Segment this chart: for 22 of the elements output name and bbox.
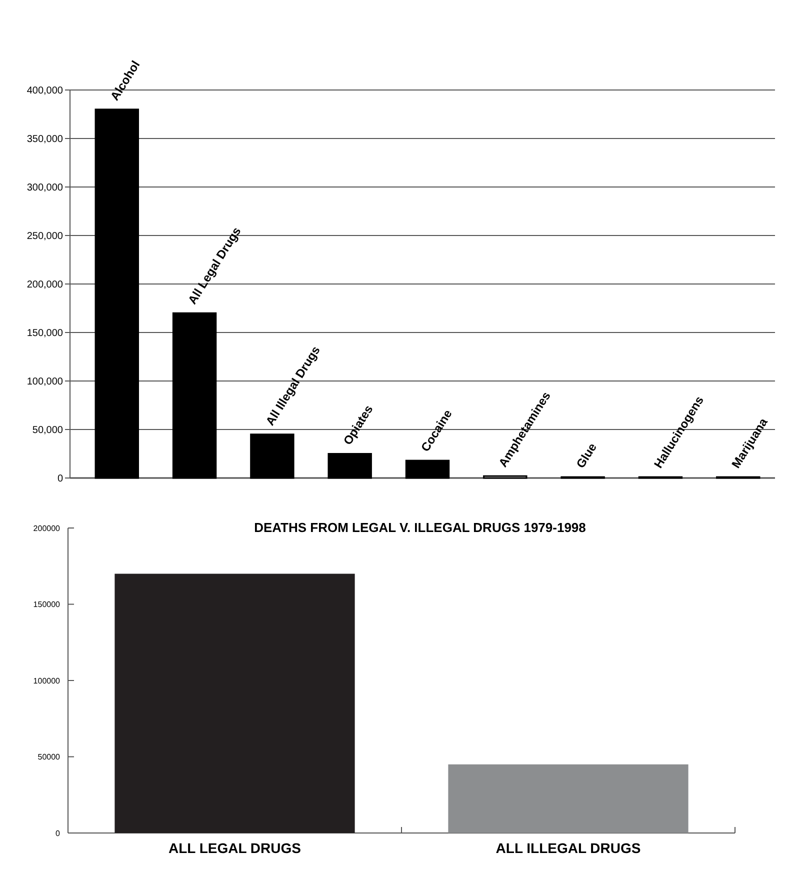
- x-tick-label: ALL LEGAL DRUGS: [168, 840, 301, 856]
- y-tick-label: 300,000: [26, 182, 64, 194]
- y-tick-label: 100,000: [26, 376, 64, 388]
- y-tick-label: 150000: [33, 600, 61, 610]
- bar: [405, 460, 450, 479]
- y-tick-label: 400,000: [26, 86, 64, 96]
- y-tick-label: 50000: [38, 752, 61, 762]
- y-tick-label: 0: [57, 474, 64, 484]
- bar: [94, 108, 139, 479]
- y-tick-label: 200,000: [26, 280, 64, 290]
- y-tick-label: 200000: [33, 524, 61, 533]
- y-tick-label: 50,000: [32, 425, 64, 436]
- y-tick-label: 250,000: [26, 231, 64, 242]
- y-tick-label: 100000: [33, 676, 61, 686]
- y-tick-label: 150,000: [26, 328, 64, 339]
- chart-title: DEATHS FROM LEGAL V. ILLEGAL DRUGS 1979-1998: [254, 520, 586, 535]
- x-tick-label: ALL ILLEGAL DRUGS: [496, 840, 641, 856]
- bar: [250, 434, 294, 479]
- y-tick-label: 350,000: [26, 134, 64, 145]
- bar: [172, 312, 217, 479]
- y-tick-label: 0: [56, 828, 61, 838]
- bar: [328, 453, 372, 479]
